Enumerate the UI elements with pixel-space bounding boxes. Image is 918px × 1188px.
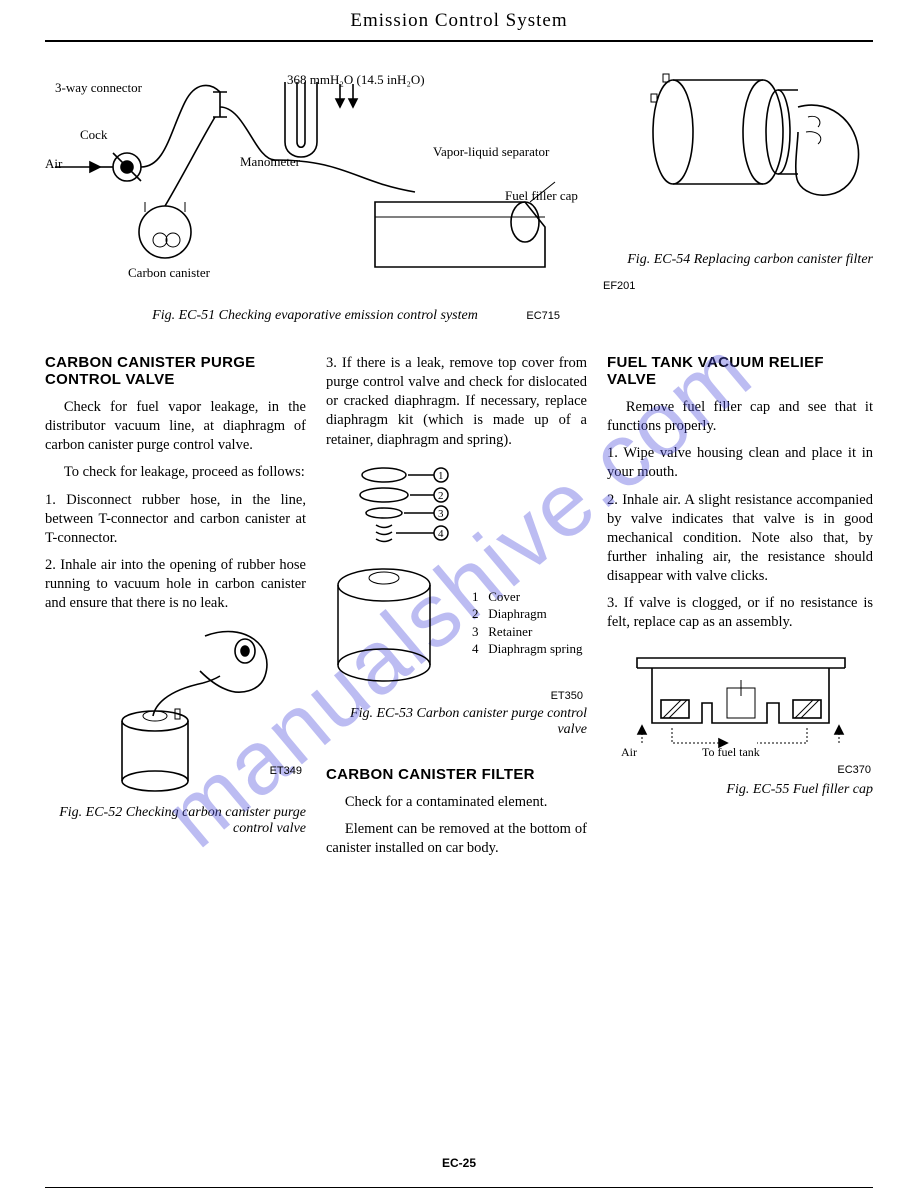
sec3-p3: 2. Inhale air. A slight resistance accom… xyxy=(607,491,873,587)
sec3-p1: Remove fuel filler cap and see that it f… xyxy=(607,398,873,436)
column-3: FUEL TANK VACUUM RELIEF VALVE Remove fue… xyxy=(607,354,873,866)
label-canister: Carbon canister xyxy=(128,265,210,281)
sec2-head: CARBON CANISTER FILTER xyxy=(326,766,587,783)
svg-text:4: 4 xyxy=(438,528,444,540)
fig51-code: EC715 xyxy=(526,310,560,322)
figure-ec51: 3-way connector 368 mmH₂O (14.5 inH₂O) C… xyxy=(45,72,585,324)
column-2: 3. If there is a leak, remove top cover … xyxy=(326,354,587,866)
sec1-p2: To check for leakage, proceed as follows… xyxy=(45,463,306,482)
sec3-p4: 3. If valve is clogged, or if no resista… xyxy=(607,594,873,632)
fig54-caption: Fig. EC-54 Replacing carbon canister fil… xyxy=(603,252,873,268)
sec1-head: CARBON CANISTER PURGE CONTROL VALVE xyxy=(45,354,306,388)
figure-ec54: EF201 Fig. EC-54 Replacing carbon canist… xyxy=(603,72,873,324)
sec1b-p1: 3. If there is a leak, remove top cover … xyxy=(326,354,587,450)
column-1: CARBON CANISTER PURGE CONTROL VALVE Chec… xyxy=(45,354,306,866)
label-air55: Air xyxy=(621,745,637,760)
sec1-p1: Check for fuel vapor leakage, in the dis… xyxy=(45,398,306,455)
figure-ec52: ET349 xyxy=(45,621,306,801)
fig53-legend: 1 Cover 2 Diaphragm 3 Retainer 4 Diaphra… xyxy=(472,460,582,690)
fig55-caption: Fig. EC-55 Fuel filler cap xyxy=(607,782,873,798)
label-separator: Vapor-liquid separator xyxy=(433,144,549,160)
fig53-code: ET350 xyxy=(322,690,583,702)
figure-ec55: Air To fuel tank EC370 xyxy=(607,648,873,778)
sec2-p2: Element can be removed at the bottom of … xyxy=(326,820,587,858)
legend-1: 1 Cover xyxy=(472,588,582,606)
fig54-code: EF201 xyxy=(603,280,635,292)
sec3-p2: 1. Wipe valve housing clean and place it… xyxy=(607,444,873,482)
label-pressure: 368 mmH₂O (14.5 inH₂O) xyxy=(287,72,425,88)
sec2-p1: Check for a contaminated element. xyxy=(326,793,587,812)
svg-text:3: 3 xyxy=(438,508,444,520)
page-title: Emission Control System xyxy=(45,10,873,42)
figure-ec53: 1 2 3 4 1 Cover 2 Diaphragm 3 Retainer 4… xyxy=(326,460,587,702)
svg-text:2: 2 xyxy=(438,490,444,502)
label-cock: Cock xyxy=(80,127,107,143)
label-totank: To fuel tank xyxy=(702,745,760,760)
svg-text:1: 1 xyxy=(438,470,444,482)
fig51-caption: Fig. EC-51 Checking evaporative emission… xyxy=(45,308,585,324)
legend-4: 4 Diaphragm spring xyxy=(472,640,582,658)
top-figure-row: 3-way connector 368 mmH₂O (14.5 inH₂O) C… xyxy=(45,72,873,324)
sec1-p4: 2. Inhale air into the opening of rubber… xyxy=(45,556,306,613)
legend-2: 2 Diaphragm xyxy=(472,605,582,623)
fig51-svg xyxy=(45,72,585,302)
page-number: EC-25 xyxy=(0,1156,918,1170)
label-3way: 3-way connector xyxy=(55,80,142,96)
fig54-svg xyxy=(603,72,873,242)
fig52-code: ET349 xyxy=(270,765,302,777)
sec1-p3: 1. Disconnect rubber hose, in the line, … xyxy=(45,491,306,548)
label-air: Air xyxy=(45,156,62,172)
fig52-svg xyxy=(45,621,305,801)
fig53-caption: Fig. EC-53 Carbon canister purge control… xyxy=(326,706,587,738)
sec3-head: FUEL TANK VACUUM RELIEF VALVE xyxy=(607,354,873,388)
fig52-caption: Fig. EC-52 Checking carbon canister purg… xyxy=(45,805,306,837)
legend-3: 3 Retainer xyxy=(472,623,582,641)
fig55-code: EC370 xyxy=(837,764,871,776)
label-filler: Fuel filler cap xyxy=(505,188,578,204)
fig53-svg: 1 2 3 4 xyxy=(326,460,466,690)
text-columns: CARBON CANISTER PURGE CONTROL VALVE Chec… xyxy=(45,354,873,866)
label-manometer: Manometer xyxy=(240,154,300,170)
